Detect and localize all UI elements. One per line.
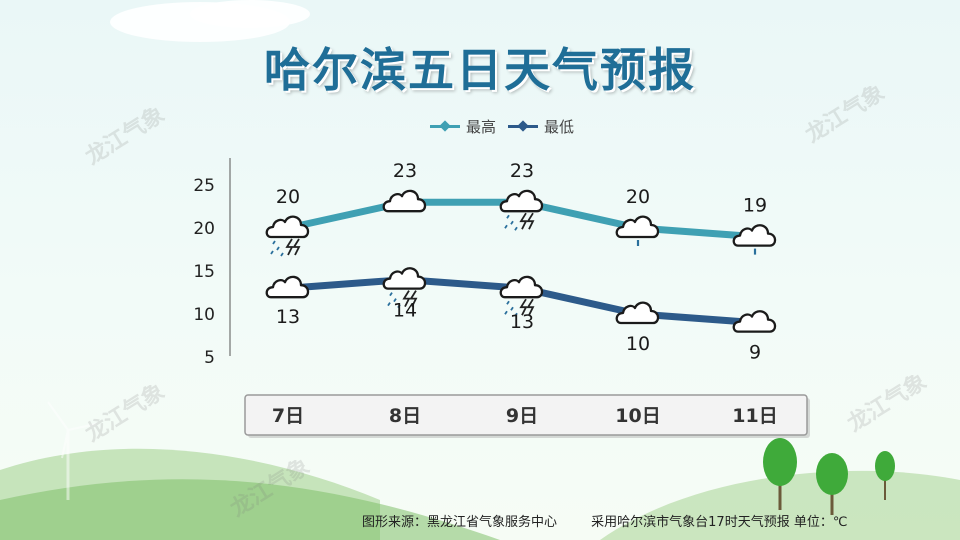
legend-swatch-high xyxy=(430,120,460,132)
data-label: 23 xyxy=(393,160,417,182)
tree-icon xyxy=(816,453,848,515)
legend-item-high: 最高 xyxy=(430,116,496,137)
x-tick-label: 7日 xyxy=(272,405,304,427)
thunder-shower-icon xyxy=(499,189,544,231)
date-bar: 7日 8日 9日 10日 11日 xyxy=(244,394,810,438)
y-tick-label: 25 xyxy=(193,176,215,196)
data-label: 13 xyxy=(510,311,534,333)
y-tick-label: 15 xyxy=(193,262,215,282)
legend-label-low: 最低 xyxy=(544,117,575,136)
source-text: 图形来源：黑龙江省气象服务中心 xyxy=(362,515,558,530)
chart-legend: 最高 最低 xyxy=(430,116,574,136)
data-label: 14 xyxy=(393,300,417,322)
cloudy-icon xyxy=(732,310,777,333)
cloudy-icon xyxy=(265,275,310,299)
data-label: 9 xyxy=(749,342,761,364)
thunder-shower-icon xyxy=(382,267,427,309)
tree-icon xyxy=(875,451,895,500)
x-tick-label: 8日 xyxy=(389,405,421,427)
tree-icon xyxy=(763,438,797,510)
data-label: 23 xyxy=(510,160,534,182)
y-tick-label: 20 xyxy=(193,219,215,239)
data-label: 10 xyxy=(626,333,650,355)
data-label: 13 xyxy=(276,306,300,328)
page-title: 哈尔滨五日天气预报 xyxy=(264,43,696,97)
data-label: 20 xyxy=(276,186,300,208)
cloudy-icon xyxy=(382,189,427,213)
thunder-shower-icon xyxy=(265,215,310,257)
x-tick-label: 11日 xyxy=(732,405,777,427)
legend-swatch-low xyxy=(508,120,539,132)
legend-item-low: 最低 xyxy=(508,116,574,137)
wind-turbine-icon xyxy=(47,401,97,500)
data-label: 19 xyxy=(743,195,767,217)
footer: 图形来源：黑龙江省气象服务中心 采用哈尔滨市气象台17时天气预报 单位：℃ xyxy=(362,511,877,530)
light-rain-icon xyxy=(732,224,777,255)
legend-label-high: 最高 xyxy=(466,117,497,136)
x-tick-label: 9日 xyxy=(506,405,538,427)
thunder-shower-icon xyxy=(499,275,544,317)
data-label: 20 xyxy=(626,186,650,208)
y-tick-label: 10 xyxy=(193,305,215,325)
y-tick-label: 5 xyxy=(204,348,215,368)
light-rain-icon xyxy=(615,215,660,246)
note-text: 采用哈尔滨市气象台17时天气预报 单位：℃ xyxy=(591,515,848,530)
date-bar-background xyxy=(244,394,808,436)
x-tick-label: 10日 xyxy=(615,405,660,427)
cloudy-icon xyxy=(615,301,660,325)
